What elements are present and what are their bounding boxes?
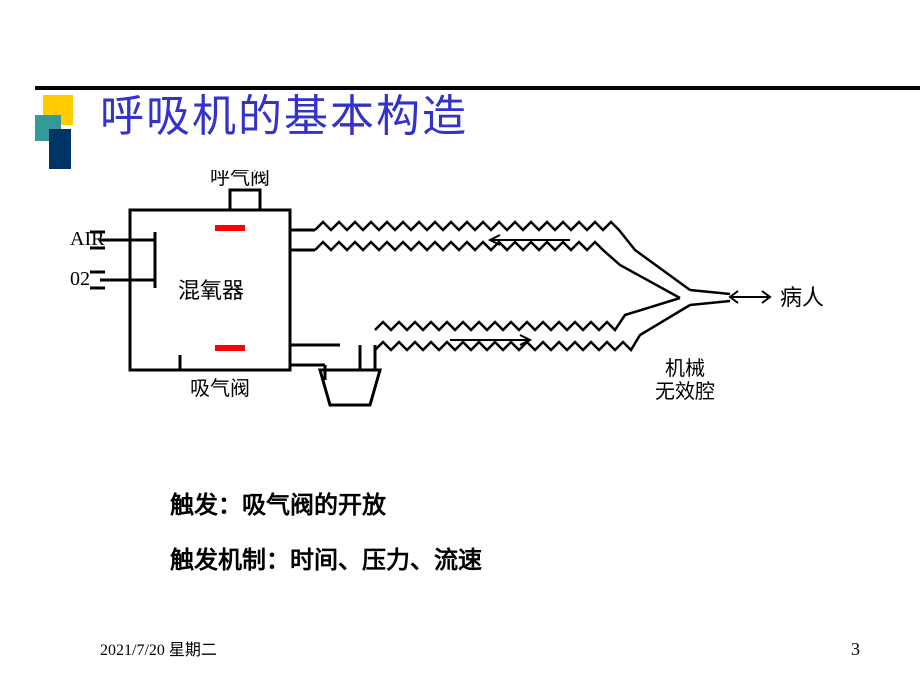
ventilator-diagram: AIR 02 混氧器 呼气阀 吸气阀 病人 机械 无效腔 bbox=[70, 170, 860, 420]
label-dead-space-2: 无效腔 bbox=[655, 380, 715, 403]
label-o2: 02 bbox=[70, 268, 90, 290]
page-title: 呼吸机的基本构造 bbox=[100, 80, 468, 144]
label-air: AIR bbox=[70, 228, 105, 250]
bullet-mechanism: 触发机制：时间、压力、流速 bbox=[170, 540, 482, 575]
label-patient: 病人 bbox=[780, 285, 824, 310]
label-exhale-valve: 呼气阀 bbox=[210, 170, 270, 189]
label-inhale-valve: 吸气阀 bbox=[190, 377, 250, 400]
label-dead-space-1: 机械 bbox=[665, 357, 705, 380]
footer-page-number: 3 bbox=[851, 639, 860, 660]
humidifier bbox=[320, 370, 380, 405]
exhale-valve-marker bbox=[215, 225, 245, 231]
footer-date: 2021/7/20 星期二 bbox=[100, 636, 217, 660]
label-mixer: 混氧器 bbox=[178, 278, 244, 303]
bullet-trigger: 触发：吸气阀的开放 bbox=[170, 485, 386, 520]
inhale-valve-marker bbox=[215, 345, 245, 351]
